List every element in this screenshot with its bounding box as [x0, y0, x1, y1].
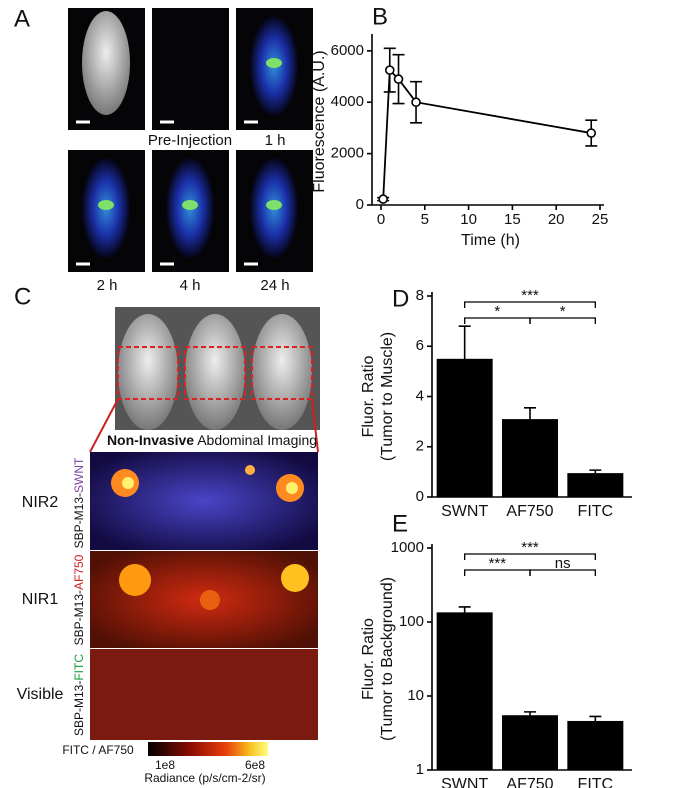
x-tick-label: SWNT [441, 776, 488, 788]
significance-label: *** [521, 539, 539, 556]
probe-prefix: SBP-M13- [72, 681, 86, 736]
probe-prefix: SBP-M13- [72, 493, 86, 548]
bar [567, 473, 624, 497]
panel-label: A [14, 5, 30, 32]
colorbar-min: 1e8 [155, 758, 175, 772]
significance-bracket [529, 569, 596, 576]
marker [384, 65, 395, 75]
significance-label: ns [555, 555, 571, 572]
panel-c-photo [89, 307, 320, 756]
bar [436, 358, 493, 497]
marker [393, 74, 404, 84]
row-probe-label: SBP-M13-SWNT [72, 457, 86, 548]
content [68, 8, 313, 272]
x-tick-label: 10 [460, 211, 477, 228]
panel-label: D [392, 285, 409, 312]
hotspot [98, 200, 114, 210]
caption-rest: Abdominal Imaging [197, 432, 317, 448]
y-axis-label: Fluorescence (A.U.) [311, 50, 328, 192]
line [382, 68, 592, 200]
probe-prefix: SBP-M13- [72, 590, 86, 645]
row-probe-label: SBP-M13-FITC [72, 654, 86, 736]
bar [436, 612, 493, 770]
y-tick-label: 4000 [331, 93, 364, 110]
row-probe-label: SBP-M13-AF750 [72, 554, 86, 645]
mouse-image [82, 11, 130, 115]
significance-label: *** [489, 555, 507, 572]
y-axis-label: (Tumor to Background) [379, 577, 396, 741]
y-tick-label: 10 [407, 687, 424, 704]
row-label: Visible [17, 686, 64, 703]
hotspot [266, 200, 282, 210]
y-axis-label: Fluor. Ratio [360, 355, 377, 437]
y-tick-label: 1000 [391, 539, 424, 556]
panel-label: C [14, 283, 31, 310]
y-tick-label: 6 [416, 337, 424, 354]
image-caption: 1 h [265, 132, 286, 149]
x-tick-label: 0 [377, 211, 385, 228]
probe-name: SWNT [72, 457, 86, 493]
image-frame [152, 8, 229, 130]
significance-bracket [464, 301, 596, 308]
row-label: NIR1 [22, 591, 59, 608]
probe-name: FITC [72, 654, 86, 681]
caption-bold: Non-Invasive [107, 432, 194, 448]
y-axis-label: (Tumor to Muscle) [379, 332, 396, 461]
row-label: NIR2 [22, 494, 59, 511]
y-tick-label: 2000 [331, 145, 364, 162]
x-tick-label: FITC [578, 503, 614, 520]
y-tick-label: 6000 [331, 42, 364, 59]
significance-label: * [560, 303, 566, 320]
marker [378, 194, 388, 204]
marker [586, 128, 597, 138]
y-tick-label: 2 [416, 438, 424, 455]
significance-label: *** [521, 287, 539, 304]
colorbar-max: 6e8 [245, 758, 265, 772]
image-caption: 4 h [180, 277, 201, 294]
x-tick-label: 20 [548, 211, 565, 228]
bar [567, 720, 624, 770]
significance-bracket [464, 553, 596, 560]
probe-name: AF750 [72, 554, 86, 590]
significance-label: * [494, 303, 500, 320]
image-caption: 2 h [97, 277, 118, 294]
hotspot [182, 200, 198, 210]
image-caption: 24 h [260, 277, 289, 294]
image-caption: Non-Invasive Abdominal Imaging [107, 432, 317, 448]
panel-label: B [372, 3, 388, 30]
y-tick-label: 0 [416, 488, 424, 505]
y-tick-label: 100 [399, 613, 424, 630]
x-tick-label: AF750 [506, 503, 553, 520]
colorbar-title: FITC / AF750 [62, 743, 134, 757]
x-axis-label: Time (h) [461, 232, 520, 249]
x-tick-label: 5 [421, 211, 429, 228]
marker [411, 97, 421, 108]
y-tick-label: 4 [416, 387, 424, 404]
y-tick-label: 0 [356, 196, 364, 213]
y-tick-label: 8 [416, 287, 424, 304]
x-tick-label: 25 [592, 211, 609, 228]
x-tick-label: FITC [578, 776, 614, 788]
image-caption: Pre-Injection [148, 132, 232, 149]
x-tick-label: 15 [504, 211, 521, 228]
bar [502, 715, 558, 770]
y-axis-label: Fluor. Ratio [360, 618, 377, 700]
significance-bracket [529, 317, 596, 324]
x-tick-label: AF750 [506, 776, 553, 788]
colorbar-unit: Radiance (p/s/cm-2/sr) [144, 771, 265, 785]
hotspot [266, 58, 282, 68]
bar [502, 419, 558, 497]
y-tick-label: 1 [416, 761, 424, 778]
x-tick-label: SWNT [441, 503, 488, 520]
panel-label: E [392, 510, 408, 537]
